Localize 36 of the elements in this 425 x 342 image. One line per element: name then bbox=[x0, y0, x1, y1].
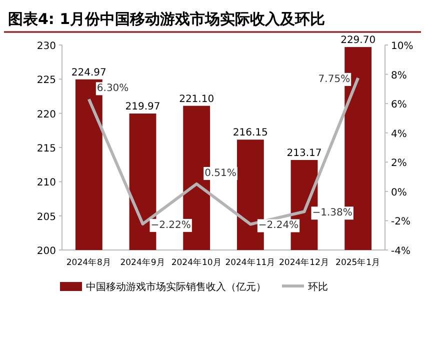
x-tick-label: 2024年10月 bbox=[171, 257, 222, 268]
data-label: 7.75% bbox=[318, 74, 350, 85]
y2-tick-label: 2% bbox=[391, 158, 407, 170]
data-label: 229.70 bbox=[340, 35, 376, 46]
y2-tick-label: 0% bbox=[391, 187, 407, 198]
y2-tick-label: 4% bbox=[391, 128, 407, 140]
y-tick-label: 200 bbox=[36, 246, 56, 257]
chart-title: 图表4: 1月份中国移动游戏市场实际收入及环比 bbox=[8, 10, 326, 28]
y-tick-label: 210 bbox=[36, 178, 56, 189]
legend-label: 环比 bbox=[308, 281, 328, 293]
x-tick-label: 2024年8月 bbox=[66, 257, 112, 268]
x-tick-label: 2025年1月 bbox=[336, 257, 381, 268]
legend-label: 中国移动游戏市场实际销售收入（亿元） bbox=[86, 281, 266, 293]
y2-tick-label: 10% bbox=[391, 41, 414, 52]
data-label: 0.51% bbox=[204, 168, 236, 179]
data-label: −2.22% bbox=[150, 220, 191, 231]
y-tick-label: 230 bbox=[36, 41, 56, 52]
y2-tick-label: 8% bbox=[391, 70, 407, 82]
data-label: 6.30% bbox=[96, 83, 129, 94]
y2-tick-label: -2% bbox=[391, 216, 410, 228]
data-label: 216.15 bbox=[232, 128, 268, 139]
y2-tick-label: 6% bbox=[391, 100, 407, 111]
data-label: −1.38% bbox=[312, 208, 352, 219]
y2-tick-label: -4% bbox=[391, 246, 410, 257]
x-tick-label: 2024年9月 bbox=[120, 257, 166, 268]
data-label: −2.24% bbox=[258, 220, 299, 232]
data-label: 224.97 bbox=[71, 67, 106, 78]
data-label: 219.97 bbox=[125, 102, 160, 113]
y-tick-label: 215 bbox=[36, 144, 56, 154]
x-tick-label: 2024年12月 bbox=[279, 257, 330, 268]
x-tick-label: 2024年11月 bbox=[225, 257, 276, 268]
data-label: 213.17 bbox=[286, 148, 322, 160]
y-tick-label: 220 bbox=[36, 109, 56, 120]
y-tick-label: 205 bbox=[36, 212, 56, 223]
data-label: 221.10 bbox=[179, 94, 214, 105]
y-tick-label: 225 bbox=[36, 75, 56, 86]
